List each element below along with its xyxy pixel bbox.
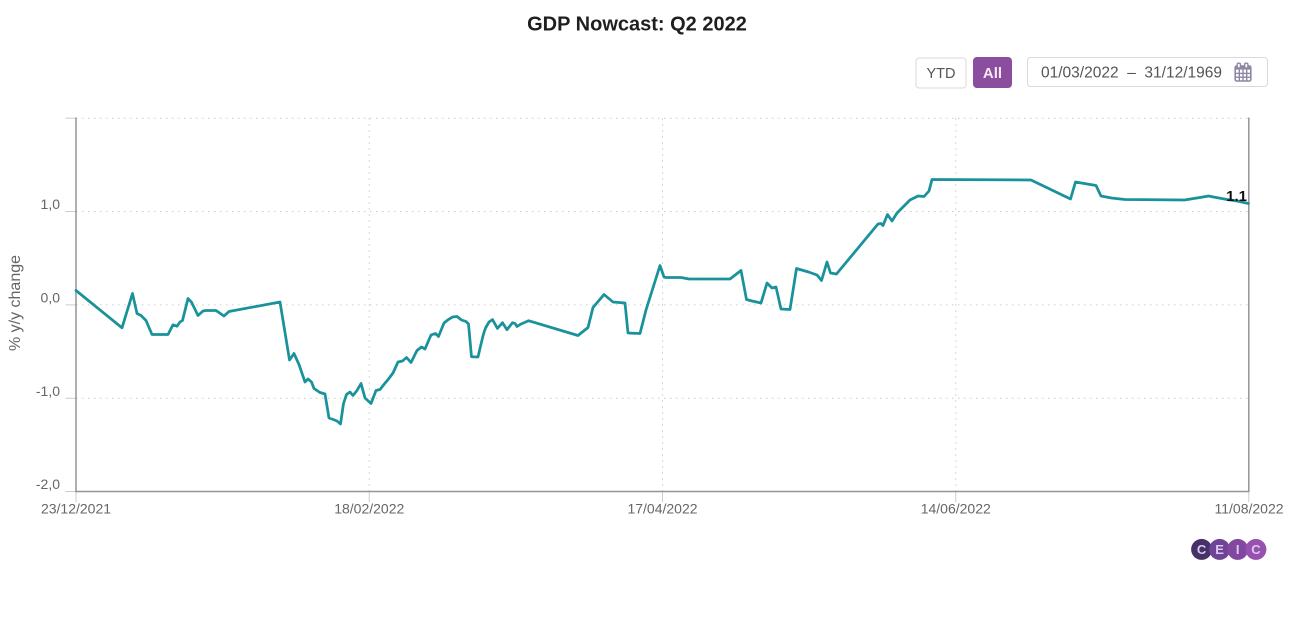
svg-text:YTD: YTD (927, 66, 956, 82)
svg-text:17/04/2022: 17/04/2022 (627, 501, 697, 517)
svg-text:18/02/2022: 18/02/2022 (334, 501, 404, 517)
svg-text:11/08/2022: 11/08/2022 (1214, 501, 1283, 517)
svg-text:-2,0: -2,0 (36, 476, 60, 492)
svg-text:-1,0: -1,0 (36, 383, 60, 399)
svg-text:01/03/2022 – 31/12/1969: 01/03/2022 – 31/12/1969 (1041, 65, 1222, 82)
svg-text:C: C (1251, 542, 1261, 557)
svg-text:E: E (1215, 542, 1224, 557)
svg-text:% y/y change: % y/y change (7, 255, 24, 351)
svg-text:23/12/2021: 23/12/2021 (41, 501, 111, 517)
svg-text:All: All (983, 65, 1002, 82)
svg-text:1.1: 1.1 (1226, 188, 1247, 205)
svg-text:GDP Nowcast: Q2 2022: GDP Nowcast: Q2 2022 (527, 14, 747, 36)
svg-text:14/06/2022: 14/06/2022 (921, 501, 991, 517)
svg-text:C: C (1197, 542, 1207, 557)
svg-text:I: I (1236, 542, 1240, 557)
svg-text:1,0: 1,0 (41, 196, 61, 212)
svg-text:0,0: 0,0 (41, 289, 61, 305)
